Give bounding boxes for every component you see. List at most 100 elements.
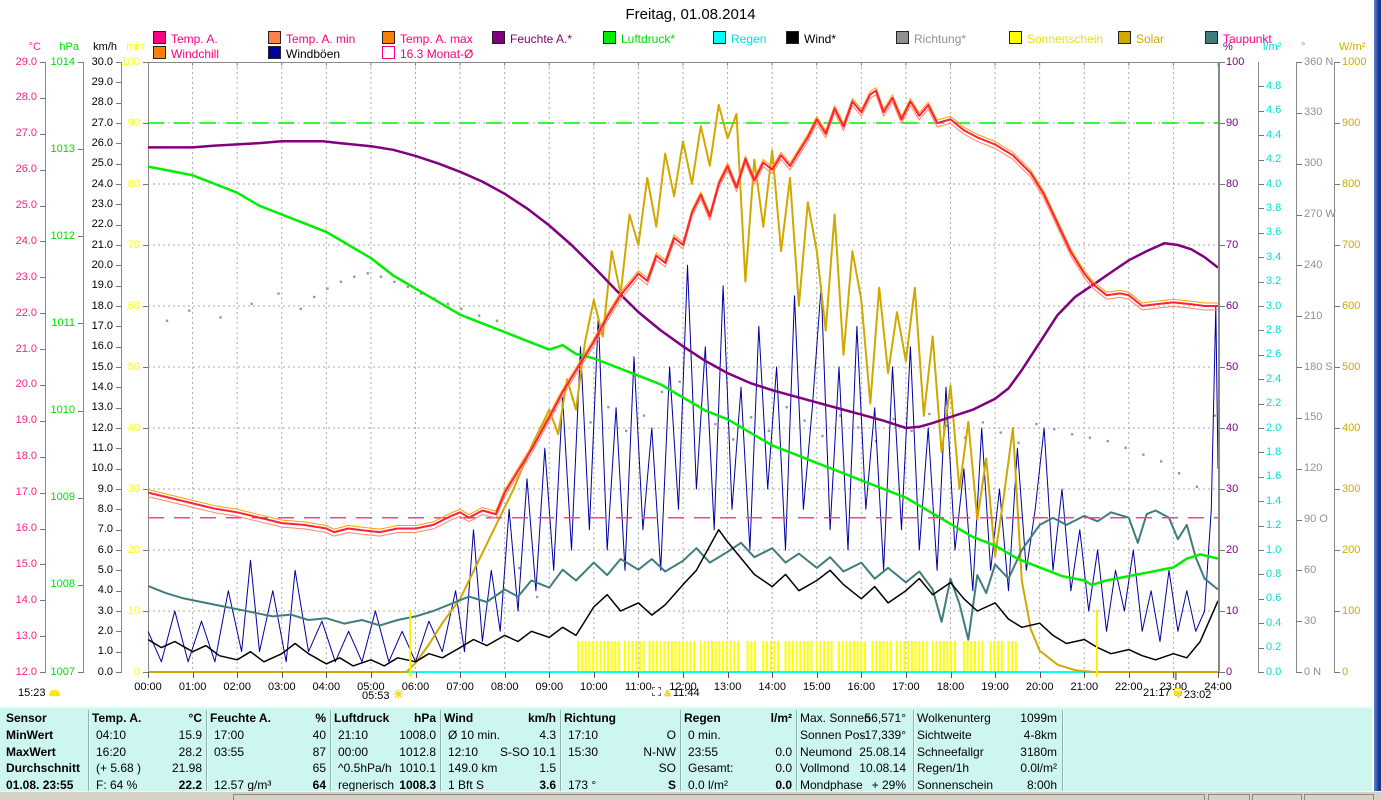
hpa-tick-label: 1008	[50, 578, 75, 591]
lm2-tick-label: 3.6	[1266, 226, 1282, 239]
sunshine-bar	[810, 641, 813, 671]
lm2-tick	[1259, 159, 1264, 161]
min-tick	[143, 428, 148, 429]
direction-dot	[1142, 453, 1145, 456]
kmh-tick-label: 17.0	[91, 319, 113, 332]
celsius-tick-label: 27.0	[15, 127, 37, 140]
deg-tick	[1297, 417, 1302, 419]
kmh-tick-label: 8.0	[97, 502, 113, 515]
table-cell-value: 40	[312, 728, 326, 742]
table-info-label: Mondphase	[800, 778, 863, 792]
legend-item-windchill[interactable]: Windchill	[153, 46, 219, 61]
lm2-tick-label: 0.2	[1266, 641, 1282, 654]
legend-item-regen[interactable]: Regen	[713, 31, 766, 46]
lm2-tick	[1259, 232, 1264, 234]
table-row-label: MaxWert	[6, 745, 56, 759]
lm2-tick-label: 0.6	[1266, 592, 1282, 605]
deg-tick-label: 360 N	[1304, 55, 1334, 68]
legend-item-temp-a-min[interactable]: Temp. A. min	[268, 31, 355, 46]
lm2-tick	[1259, 306, 1264, 307]
kmh-tick-label: 15.0	[91, 360, 113, 373]
x-axis-label: 15:00	[803, 681, 831, 693]
wm2-tick-label: 300	[1342, 482, 1361, 495]
deg-tick	[1297, 672, 1302, 673]
legend-item-sonnenschein[interactable]: Sonnenschein	[1009, 31, 1103, 46]
legend-item-solar[interactable]: Solar	[1118, 31, 1164, 46]
legend-item-16-3-monat-[interactable]: 16.3 Monat-Ø	[382, 46, 473, 61]
legend-item-windb-en[interactable]: Windböen	[268, 46, 340, 61]
direction-dot	[406, 285, 409, 289]
moonset-marker: ▼23:02	[1173, 689, 1211, 701]
sunshine-bar	[635, 641, 638, 671]
kmh-tick-label: 16.0	[91, 340, 113, 353]
celsius-axis-spine	[45, 62, 46, 673]
weather-plot[interactable]	[148, 62, 1218, 680]
kmh-tick	[116, 509, 121, 511]
legend-swatch-icon	[153, 31, 166, 44]
moonset-time: 23:02	[1183, 689, 1212, 701]
status-segment	[1252, 794, 1302, 800]
sunshine-bar	[733, 641, 736, 671]
x-axis-label: 06:00	[401, 681, 430, 693]
lm2-tick-label: 2.6	[1266, 348, 1282, 361]
legend-item-feuchte-a-[interactable]: Feuchte A.*	[492, 31, 572, 46]
celsius-tick	[40, 205, 45, 207]
lm2-axis-unit: l/m²	[1263, 41, 1282, 53]
sunshine-bar	[685, 641, 688, 671]
lm2-tick-label: 1.6	[1266, 470, 1282, 483]
sunshine-bar	[627, 641, 630, 671]
legend-item-richtung-[interactable]: Richtung*	[896, 31, 966, 46]
direction-dot	[250, 302, 253, 305]
legend-item-taupunkt[interactable]: Taupunkt	[1205, 31, 1272, 46]
wm2-tick-label: 800	[1342, 177, 1361, 190]
table-cell-text: 04:10	[96, 728, 127, 742]
lm2-tick-label: 4.4	[1266, 128, 1282, 141]
legend-swatch-icon	[786, 31, 799, 44]
x-axis-tick	[237, 672, 239, 678]
hpa-axis-spine	[83, 62, 84, 673]
direction-dot	[219, 316, 222, 319]
table-info-label: Regen/1h	[917, 761, 970, 775]
table-column-divider	[796, 710, 797, 791]
x-axis-tick	[727, 672, 729, 678]
sunshine-bar	[803, 641, 806, 671]
table-row-label: 01.08. 23:55	[6, 778, 74, 792]
hpa-tick-label: 1013	[50, 142, 75, 155]
legend-item-wind-[interactable]: Wind*	[786, 31, 836, 46]
table-info-value: 25.08.14	[859, 745, 906, 759]
lm2-tick-label: 1.8	[1266, 445, 1282, 458]
table-info-value: 0.0l/m²	[1020, 761, 1057, 775]
x-axis-label: 12:00	[669, 681, 697, 693]
window-border	[1374, 0, 1381, 791]
min-tick	[143, 611, 148, 612]
min-tick-label: 30	[127, 482, 140, 495]
direction-dot	[393, 280, 396, 283]
direction-dot	[446, 302, 450, 305]
series-temp-a-max	[148, 87, 1218, 530]
sunshine-bar	[689, 641, 692, 671]
celsius-tick-label: 21.0	[15, 342, 37, 355]
series-feuchte-a-	[148, 140, 1218, 430]
legend-item-luftdruck-[interactable]: Luftdruck*	[603, 31, 675, 46]
wm2-tick	[1335, 367, 1340, 368]
table-col-header: Temp. A.	[92, 711, 142, 725]
direction-dot	[660, 390, 664, 394]
pct-tick	[1220, 123, 1225, 124]
legend-item-temp-a-[interactable]: Temp. A.	[153, 31, 218, 46]
direction-dot	[981, 421, 985, 424]
x-axis-label: 17:00	[892, 681, 920, 693]
sunshine-bar	[864, 641, 866, 671]
sunshine-bar	[693, 641, 696, 671]
kmh-tick-label: 7.0	[97, 523, 113, 536]
celsius-tick	[40, 133, 45, 135]
sunshine-bar	[773, 641, 776, 671]
kmh-tick-label: 2.0	[97, 624, 113, 637]
table-cell-value: 28.2	[178, 745, 202, 759]
sunshine-bar	[674, 641, 677, 671]
kmh-tick	[116, 651, 121, 653]
x-axis-label: 13:00	[713, 681, 742, 693]
legend-item-temp-a-max[interactable]: Temp. A. max	[382, 31, 473, 46]
sunshine-bar	[946, 641, 949, 671]
table-cell-value: 21.98	[171, 761, 202, 775]
sunshine-bar	[977, 641, 980, 671]
